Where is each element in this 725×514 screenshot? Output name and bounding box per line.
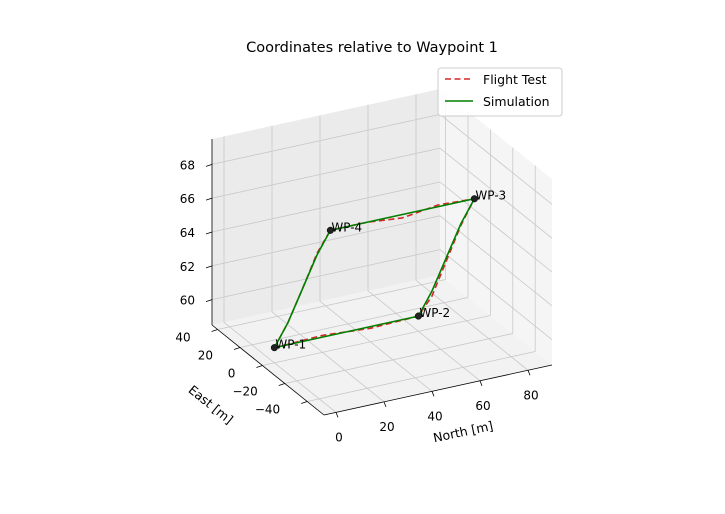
x-tick-label: 20: [379, 420, 394, 434]
series-line-simulation: [273, 197, 476, 349]
gridline-x-floor: [271, 311, 385, 403]
y-axis-line: [211, 324, 325, 416]
waypoint-label-wp-3: WP-3: [475, 189, 506, 203]
gridline-z-back: [211, 249, 441, 301]
z-tick-label: 66: [180, 192, 195, 206]
gridline-z-right: [439, 114, 553, 205]
y-tick-mark: [211, 329, 218, 332]
gridline-z-back: [211, 181, 441, 233]
z-tick-mark: [205, 265, 213, 269]
gridline-y-floor: [239, 297, 469, 348]
waypoint-marker-wp-3: [470, 195, 478, 203]
legend: Flight Test Simulation: [437, 67, 563, 117]
gridline-x-floor: [319, 301, 433, 392]
z-tick-mark: [205, 231, 213, 235]
gridline-y-floor: [284, 333, 513, 384]
x-tick-label: 40: [427, 409, 442, 423]
y-tick-label: −40: [255, 403, 280, 417]
x-tick-mark: [479, 380, 483, 386]
series-line-flight-test: [273, 197, 476, 349]
x-tick-label: 80: [523, 388, 538, 402]
z-tick-mark: [205, 299, 213, 303]
x-tick-label: 0: [335, 430, 343, 444]
x-axis-line: [323, 364, 553, 416]
y-tick-label: 0: [228, 367, 236, 381]
gridline-x-floor: [415, 279, 529, 371]
y-tick-label: 20: [198, 349, 213, 363]
x-tick-mark: [431, 391, 435, 397]
gridline-z-back: [211, 215, 441, 267]
x-tick-mark: [527, 370, 531, 376]
waypoint-label-wp-2: WP-2: [419, 306, 450, 320]
gridline-y-floor: [217, 279, 446, 330]
z-tick-label: 62: [180, 260, 195, 274]
gridline-y-floor: [262, 315, 491, 366]
x-tick-label: 60: [475, 399, 490, 413]
waypoint-marker-wp-1: [270, 344, 278, 352]
x-tick-mark: [335, 412, 339, 418]
y-axis-label: East [m]: [186, 382, 237, 427]
tick-labels: 0 20 40 60 80 40 20 0 −20 −40 60 62 64 66 68: [175, 158, 538, 444]
z-tick-label: 64: [180, 226, 195, 240]
gridline-y-floor: [307, 351, 536, 402]
legend-box: [437, 67, 563, 117]
y-tick-mark: [233, 347, 241, 350]
gridline-z-right: [439, 249, 553, 340]
waypoint-marker-wp-2: [414, 312, 422, 320]
waypoint-markers: WP-1 WP-2 WP-3 WP-4: [270, 189, 506, 352]
gridline-x-floor: [223, 322, 337, 413]
waypoint-marker-wp-4: [326, 226, 334, 234]
y-tick-mark: [301, 401, 308, 404]
y-tick-mark: [256, 365, 263, 368]
gridline-x-floor: [367, 290, 481, 382]
legend-label-simulation: Simulation: [483, 94, 550, 109]
y-tick-mark: [278, 383, 285, 386]
waypoint-label-wp-1: WP-1: [275, 338, 306, 352]
series-lines: [273, 197, 476, 349]
gridline-z-right: [439, 147, 553, 239]
z-tick-label: 68: [180, 158, 195, 172]
waypoint-label-wp-4: WP-4: [331, 220, 362, 234]
y-tick-label: 40: [175, 331, 190, 345]
gridline-z-back: [211, 113, 441, 165]
chart-title: Coordinates relative to Waypoint 1: [246, 40, 498, 56]
z-tick-mark: [205, 197, 213, 201]
gridline-z-back: [211, 147, 441, 199]
floor-pane: [212, 275, 552, 415]
legend-label-flight-test: Flight Test: [483, 72, 547, 87]
z-tick-mark: [205, 163, 213, 167]
gridline-z-right: [439, 181, 553, 273]
x-tick-mark: [383, 401, 387, 407]
z-tick-label: 60: [180, 294, 195, 308]
gridlines: [211, 93, 553, 413]
y-tick-label: −20: [232, 385, 257, 399]
